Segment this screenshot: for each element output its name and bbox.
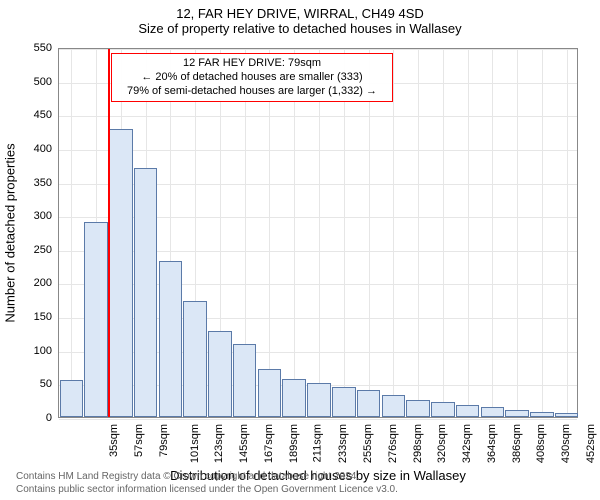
x-tick-label: 408sqm bbox=[535, 424, 547, 463]
gridline-v bbox=[369, 49, 370, 417]
x-tick-label: 167sqm bbox=[263, 424, 275, 463]
x-tick-label: 386sqm bbox=[511, 424, 523, 463]
y-tick-label: 250 bbox=[12, 244, 52, 256]
property-marker-line bbox=[108, 49, 110, 417]
histogram-chart: 12 FAR HEY DRIVE: 79sqm← 20% of detached… bbox=[58, 48, 578, 418]
y-tick-label: 200 bbox=[12, 277, 52, 289]
histogram-bar bbox=[282, 379, 306, 417]
annotation-line: ← 20% of detached houses are smaller (33… bbox=[118, 71, 386, 85]
gridline-v bbox=[418, 49, 419, 417]
histogram-bar bbox=[382, 395, 406, 417]
y-tick-label: 500 bbox=[12, 76, 52, 88]
histogram-bar bbox=[431, 402, 455, 417]
gridline-v bbox=[393, 49, 394, 417]
x-tick-label: 298sqm bbox=[412, 424, 424, 463]
histogram-bar bbox=[183, 301, 207, 417]
x-tick-label: 320sqm bbox=[436, 424, 448, 463]
gridline-v bbox=[344, 49, 345, 417]
gridline-v bbox=[567, 49, 568, 417]
gridline-v bbox=[492, 49, 493, 417]
x-tick-label: 79sqm bbox=[158, 424, 170, 457]
y-axis-label: Number of detached properties bbox=[3, 143, 18, 322]
y-tick-label: 100 bbox=[12, 345, 52, 357]
gridline-v bbox=[294, 49, 295, 417]
gridline-v bbox=[542, 49, 543, 417]
y-tick-label: 450 bbox=[12, 109, 52, 121]
gridline-v bbox=[269, 49, 270, 417]
annotation-box: 12 FAR HEY DRIVE: 79sqm← 20% of detached… bbox=[111, 53, 393, 102]
gridline-h bbox=[59, 419, 577, 420]
histogram-bar bbox=[159, 261, 183, 417]
x-tick-label: 101sqm bbox=[189, 424, 201, 463]
histogram-bar bbox=[456, 405, 480, 417]
gridline-h bbox=[59, 116, 577, 117]
histogram-bar bbox=[258, 369, 282, 417]
footer-line2: Contains public sector information licen… bbox=[16, 484, 398, 497]
y-tick-label: 400 bbox=[12, 143, 52, 155]
gridline-v bbox=[517, 49, 518, 417]
gridline-v bbox=[443, 49, 444, 417]
histogram-bar bbox=[208, 331, 232, 417]
gridline-v bbox=[319, 49, 320, 417]
footer-line1: Contains HM Land Registry data © Crown c… bbox=[16, 471, 398, 484]
y-tick-label: 150 bbox=[12, 311, 52, 323]
x-tick-label: 233sqm bbox=[337, 424, 349, 463]
y-tick-label: 550 bbox=[12, 42, 52, 54]
x-tick-label: 35sqm bbox=[108, 424, 120, 457]
x-tick-label: 364sqm bbox=[486, 424, 498, 463]
y-tick-label: 300 bbox=[12, 210, 52, 222]
x-tick-label: 276sqm bbox=[387, 424, 399, 463]
gridline-h bbox=[59, 49, 577, 50]
x-tick-label: 123sqm bbox=[214, 424, 226, 463]
x-tick-label: 145sqm bbox=[238, 424, 250, 463]
histogram-bar bbox=[530, 412, 554, 417]
histogram-bar bbox=[233, 344, 257, 417]
gridline-h bbox=[59, 150, 577, 151]
histogram-bar bbox=[60, 380, 84, 417]
x-tick-label: 57sqm bbox=[133, 424, 145, 457]
page-title-line2: Size of property relative to detached ho… bbox=[0, 21, 600, 36]
attribution-footer: Contains HM Land Registry data © Crown c… bbox=[16, 471, 398, 496]
y-tick-label: 50 bbox=[12, 378, 52, 390]
histogram-bar bbox=[555, 413, 579, 417]
histogram-bar bbox=[357, 390, 381, 417]
histogram-bar bbox=[134, 168, 158, 417]
histogram-bar bbox=[406, 400, 430, 417]
x-tick-label: 430sqm bbox=[560, 424, 572, 463]
page-title-line1: 12, FAR HEY DRIVE, WIRRAL, CH49 4SD bbox=[0, 6, 600, 21]
x-tick-label: 189sqm bbox=[288, 424, 300, 463]
histogram-bar bbox=[332, 387, 356, 417]
x-tick-label: 255sqm bbox=[362, 424, 374, 463]
histogram-bar bbox=[481, 407, 505, 417]
histogram-bar bbox=[109, 129, 133, 417]
plot-area: 12 FAR HEY DRIVE: 79sqm← 20% of detached… bbox=[58, 48, 578, 418]
histogram-bar bbox=[505, 410, 529, 417]
x-tick-label: 342sqm bbox=[461, 424, 473, 463]
gridline-v bbox=[71, 49, 72, 417]
histogram-bar bbox=[84, 222, 108, 417]
y-tick-label: 0 bbox=[12, 412, 52, 424]
histogram-bar bbox=[307, 383, 331, 417]
annotation-line: 79% of semi-detached houses are larger (… bbox=[118, 85, 386, 99]
y-tick-label: 350 bbox=[12, 177, 52, 189]
x-tick-label: 452sqm bbox=[585, 424, 597, 463]
gridline-v bbox=[468, 49, 469, 417]
x-tick-label: 211sqm bbox=[312, 424, 324, 462]
annotation-line: 12 FAR HEY DRIVE: 79sqm bbox=[118, 57, 386, 71]
